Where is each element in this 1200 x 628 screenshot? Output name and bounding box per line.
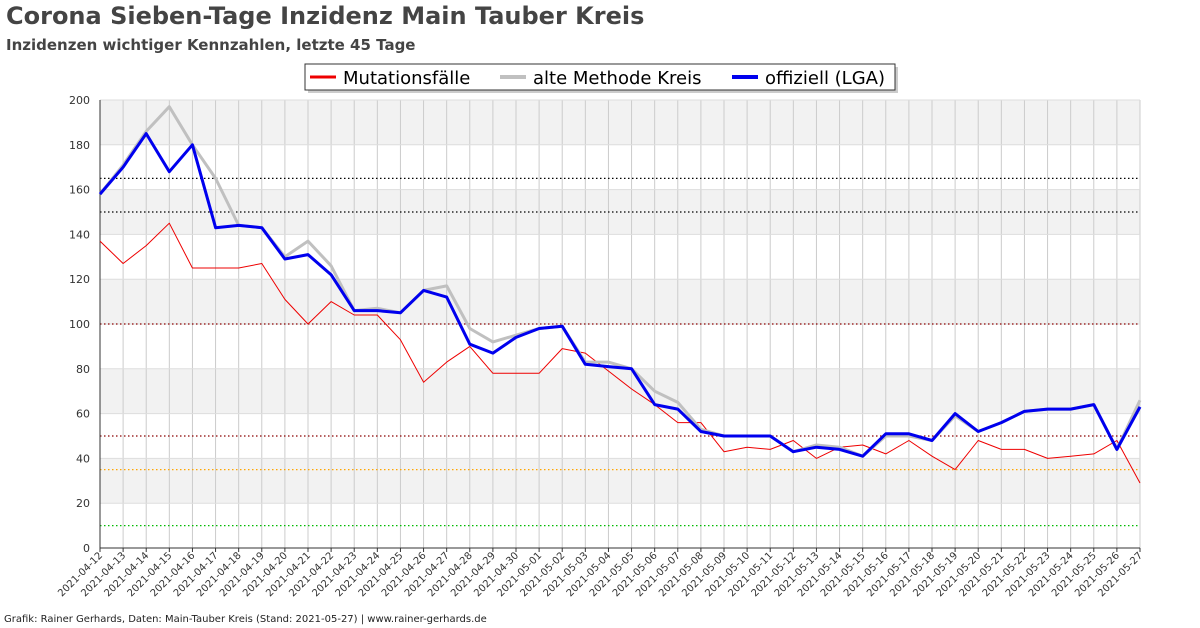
y-tick-label: 80 [76,363,90,376]
y-tick-label: 200 [69,94,90,107]
y-tick-label: 40 [76,452,90,465]
y-tick-label: 140 [69,228,90,241]
y-tick-label: 60 [76,408,90,421]
legend-label: alte Methode Kreis [533,68,701,89]
grid-band [100,100,1140,145]
y-tick-label: 20 [76,497,90,510]
legend-label: offiziell (LGA) [765,68,885,89]
y-tick-label: 100 [69,318,90,331]
grid-band [100,279,1140,324]
y-tick-label: 0 [83,542,90,555]
legend-label: Mutationsfälle [343,68,470,89]
chart-title: Corona Sieben-Tage Inzidenz Main Tauber … [6,2,645,30]
series-line-1 [99,222,1141,484]
y-tick-label: 120 [69,273,90,286]
y-tick-label: 160 [69,184,90,197]
series-line-3 [98,132,1142,458]
y-tick-label: 180 [69,139,90,152]
grid-band [100,368,1140,414]
credits-footer: Grafik: Rainer Gerhards, Daten: Main-Tau… [4,614,487,625]
legend-box [304,63,896,91]
chart-subtitle: Inzidenzen wichtiger Kennzahlen, letzte … [6,36,416,54]
grid-band [100,458,1140,504]
